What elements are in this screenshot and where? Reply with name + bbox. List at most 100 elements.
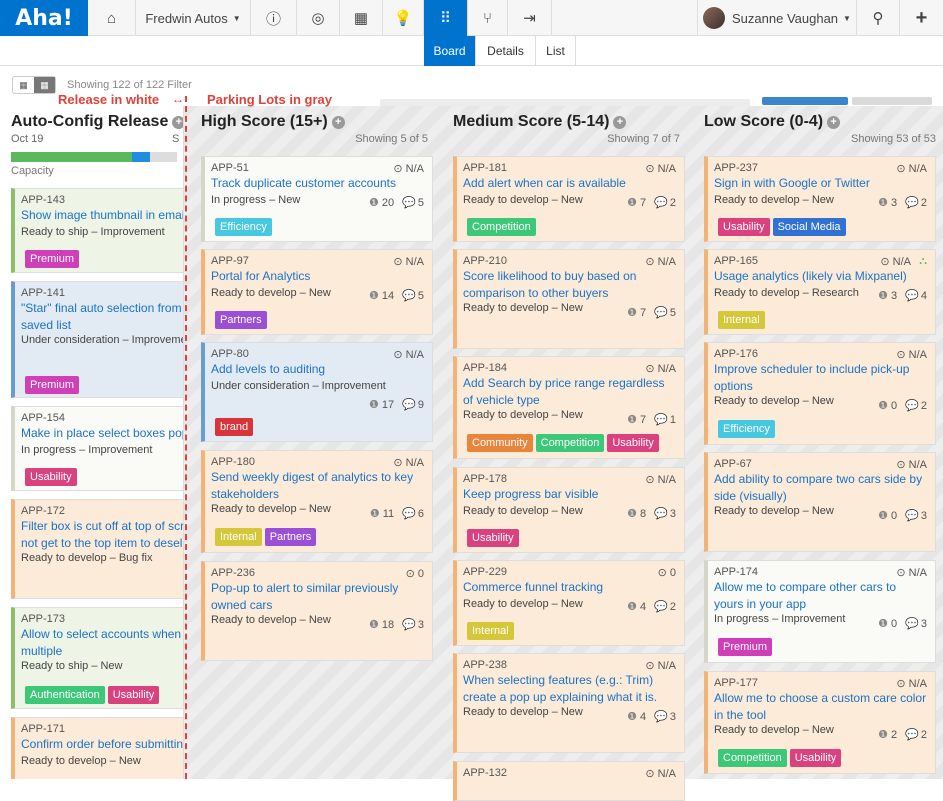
feature-card[interactable]: APP-210 ⊙ N/A Score likelihood to buy ba…: [453, 249, 685, 349]
tag-partners[interactable]: Partners: [264, 528, 317, 546]
home-button[interactable]: ⌂: [88, 0, 136, 36]
features-board-button[interactable]: ⠿: [424, 0, 468, 36]
tag-partners[interactable]: Partners: [215, 311, 267, 329]
feature-card[interactable]: APP-184 ⊙ N/A Add Search by price range …: [453, 356, 685, 459]
add-icon[interactable]: +: [331, 116, 345, 129]
card-title[interactable]: Allow to select accounts when multiple: [21, 627, 182, 658]
card-title[interactable]: Portal for Analytics: [211, 269, 311, 283]
card-title[interactable]: Sign in with Google or Twitter: [714, 176, 870, 190]
card-title[interactable]: When selecting features (e.g.: Trim) cre…: [463, 673, 658, 704]
search-button[interactable]: ⚲: [857, 0, 900, 36]
export-button[interactable]: ⇥: [508, 0, 552, 36]
workspace-dropdown[interactable]: Fredwin Autos ▼: [136, 0, 251, 36]
add-icon[interactable]: +: [613, 116, 627, 129]
feature-card[interactable]: APP-80 ⊙ N/A Add levels to auditing Unde…: [201, 342, 433, 442]
card-title[interactable]: Allow me to compare other cars to yours …: [714, 580, 897, 611]
card-title[interactable]: Add Search by price range regardless of …: [463, 376, 665, 407]
ideas-button[interactable]: 💡: [383, 0, 424, 36]
feature-card[interactable]: APP-236 ⊙ 0 Pop-up to alert to similar p…: [201, 561, 433, 661]
card-title[interactable]: Add ability to compare two cars side by …: [714, 472, 923, 503]
feature-card[interactable]: APP-154 Make in place select boxes pop I…: [11, 406, 184, 491]
card-title[interactable]: Allow me to choose a custom care color i…: [714, 691, 927, 722]
tab-list[interactable]: List: [536, 36, 576, 66]
tag-social-media[interactable]: Social Media: [772, 218, 846, 236]
add-button[interactable]: +: [900, 0, 943, 36]
roadmap-button[interactable]: ⑂: [468, 0, 508, 36]
release-title[interactable]: Auto-Config Release +: [11, 113, 183, 131]
column-title[interactable]: Medium Score (5-14) +: [453, 113, 627, 131]
card-title[interactable]: Pop-up to alert to similar previously ow…: [211, 581, 399, 612]
column-title[interactable]: Low Score (0-4) +: [704, 113, 841, 131]
tag-usability[interactable]: Usability: [467, 529, 519, 547]
card-title[interactable]: Filter box is cut off at top of scr not …: [21, 519, 184, 550]
tag-usability[interactable]: Usability: [789, 749, 842, 767]
tag-internal[interactable]: Internal: [215, 528, 262, 546]
user-menu[interactable]: Suzanne Vaughan ▼: [697, 0, 857, 36]
feature-card[interactable]: APP-237 ⊙ N/A Sign in with Google or Twi…: [704, 156, 936, 242]
tag-usability[interactable]: Usability: [607, 434, 659, 452]
card-title[interactable]: Commerce funnel tracking: [463, 580, 604, 594]
tag-internal[interactable]: Internal: [467, 622, 514, 640]
feature-card[interactable]: APP-229 ⊙ 0 Commerce funnel tracking Rea…: [453, 560, 685, 646]
feature-card[interactable]: APP-51 ⊙ N/A Track duplicate customer ac…: [201, 156, 433, 242]
card-title[interactable]: Confirm order before submitting: [21, 737, 184, 751]
calendar-button[interactable]: ▦: [340, 0, 383, 36]
tag-internal[interactable]: Internal: [718, 311, 765, 329]
feature-card[interactable]: APP-181 ⊙ N/A Add alert when car is avai…: [453, 156, 685, 242]
feature-card[interactable]: APP-143 Show image thumbnail in email Re…: [11, 188, 184, 273]
tag-usability[interactable]: Usability: [25, 468, 77, 486]
hierarchy-icon[interactable]: ⛬: [919, 255, 927, 267]
tag-premium[interactable]: Premium: [718, 638, 773, 656]
view-toggle[interactable]: ▦ ▦: [12, 76, 56, 94]
card-title[interactable]: Score likelihood to buy based on compari…: [463, 269, 637, 300]
feature-card[interactable]: APP-171 Confirm order before submitting …: [11, 717, 184, 779]
card-title[interactable]: Make in place select boxes pop: [21, 426, 184, 440]
tag-premium[interactable]: Premium: [25, 250, 80, 268]
add-icon[interactable]: +: [172, 116, 183, 129]
card-title[interactable]: Usage analytics (likely via Mixpanel): [714, 269, 907, 283]
card-title[interactable]: Track duplicate customer accounts: [211, 176, 396, 190]
tab-details[interactable]: Details: [476, 36, 536, 66]
tag-competition[interactable]: Competition: [718, 749, 787, 767]
feature-card[interactable]: APP-178 ⊙ N/A Keep progress bar visible …: [453, 467, 685, 553]
feature-card[interactable]: APP-97 ⊙ N/A Portal for Analytics Ready …: [201, 249, 433, 335]
card-title[interactable]: Send weekly digest of analytics to key s…: [211, 470, 414, 501]
tag-authentication[interactable]: Authentication: [25, 686, 105, 704]
feature-card[interactable]: APP-238 ⊙ N/A When selecting features (e…: [453, 653, 685, 753]
publish-button[interactable]: [852, 97, 932, 105]
board-view-icon[interactable]: ▦: [19, 79, 28, 90]
grid-view-icon[interactable]: ▦: [34, 77, 55, 93]
new-release-button[interactable]: [762, 97, 848, 105]
feature-card[interactable]: APP-174 ⊙ N/A Allow me to compare other …: [704, 560, 936, 663]
tab-board[interactable]: Board: [424, 36, 476, 66]
card-title[interactable]: Show image thumbnail in email: [21, 208, 184, 222]
card-title[interactable]: Keep progress bar visible: [463, 487, 599, 501]
feature-card[interactable]: APP-165 ⊙ N/A ⛬ Usage analytics (likely …: [704, 249, 936, 335]
column-title[interactable]: High Score (15+) +: [201, 113, 345, 131]
tag-efficiency[interactable]: Efficiency: [215, 218, 272, 236]
tag-usability[interactable]: Usability: [107, 686, 160, 704]
info-button[interactable]: ⓘ: [251, 0, 297, 36]
strategy-button[interactable]: ◎: [297, 0, 340, 36]
tag-competition[interactable]: Competition: [467, 218, 536, 236]
tag-community[interactable]: Community: [467, 434, 533, 452]
add-icon[interactable]: +: [827, 116, 841, 129]
card-title[interactable]: Add alert when car is available: [463, 176, 626, 190]
feature-card[interactable]: APP-132 ⊙ N/A: [453, 761, 685, 801]
card-title[interactable]: Add levels to auditing: [211, 362, 326, 376]
feature-card[interactable]: APP-180 ⊙ N/A Send weekly digest of anal…: [201, 450, 433, 553]
feature-card[interactable]: APP-177 ⊙ N/A Allow me to choose a custo…: [704, 671, 936, 774]
tag-efficiency[interactable]: Efficiency: [718, 420, 775, 438]
feature-card[interactable]: APP-173 Allow to select accounts when mu…: [11, 607, 183, 709]
tag-usability[interactable]: Usability: [718, 218, 770, 236]
feature-card[interactable]: APP-67 ⊙ N/A Add ability to compare two …: [704, 452, 936, 552]
card-title[interactable]: Improve scheduler to include pick-up opt…: [714, 362, 910, 393]
card-title[interactable]: "Star" final auto selection from saved l…: [21, 301, 182, 332]
aha-logo[interactable]: Aha!: [0, 0, 88, 36]
tag-premium[interactable]: Premium: [25, 376, 80, 394]
feature-card[interactable]: APP-141 "Star" final auto selection from…: [11, 281, 183, 398]
tag-brand[interactable]: brand: [215, 418, 254, 436]
feature-card[interactable]: APP-172 Filter box is cut off at top of …: [11, 499, 184, 599]
feature-card[interactable]: APP-176 ⊙ N/A Improve scheduler to inclu…: [704, 342, 936, 445]
tag-competition[interactable]: Competition: [535, 434, 605, 452]
